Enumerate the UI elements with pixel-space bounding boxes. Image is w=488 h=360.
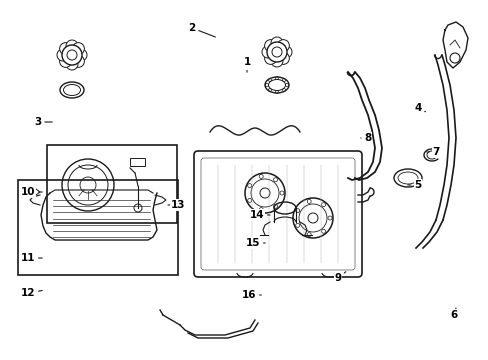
Text: 14: 14 — [249, 210, 269, 220]
Circle shape — [62, 45, 82, 65]
Circle shape — [72, 42, 84, 55]
Text: 6: 6 — [449, 308, 457, 320]
Circle shape — [262, 46, 273, 58]
Text: 7: 7 — [426, 147, 439, 157]
Circle shape — [66, 40, 78, 52]
Circle shape — [270, 37, 283, 49]
Text: 10: 10 — [20, 187, 42, 197]
Text: 13: 13 — [168, 200, 185, 210]
Circle shape — [264, 52, 276, 64]
Circle shape — [57, 49, 69, 61]
Ellipse shape — [264, 77, 288, 93]
Circle shape — [75, 49, 87, 61]
Circle shape — [66, 58, 78, 70]
Text: 3: 3 — [34, 117, 52, 127]
Text: 4: 4 — [413, 103, 425, 113]
Text: 16: 16 — [241, 290, 261, 300]
FancyBboxPatch shape — [194, 151, 361, 277]
Circle shape — [60, 42, 71, 55]
Bar — [130, 158, 145, 166]
Circle shape — [264, 40, 276, 51]
Circle shape — [270, 55, 283, 67]
Bar — [18, 180, 178, 275]
Text: 5: 5 — [407, 180, 421, 190]
Ellipse shape — [393, 169, 421, 187]
Text: 11: 11 — [20, 253, 42, 263]
Text: 1: 1 — [243, 57, 250, 72]
Text: 12: 12 — [20, 288, 42, 298]
Text: 8: 8 — [360, 133, 371, 143]
Circle shape — [72, 55, 84, 67]
Circle shape — [277, 40, 289, 51]
Circle shape — [280, 46, 291, 58]
Text: 9: 9 — [334, 272, 345, 283]
Text: 15: 15 — [245, 238, 264, 248]
Circle shape — [277, 52, 289, 64]
Bar — [47, 145, 177, 223]
Ellipse shape — [60, 82, 84, 98]
Circle shape — [266, 42, 286, 62]
Text: 2: 2 — [188, 23, 215, 37]
Circle shape — [60, 55, 71, 67]
